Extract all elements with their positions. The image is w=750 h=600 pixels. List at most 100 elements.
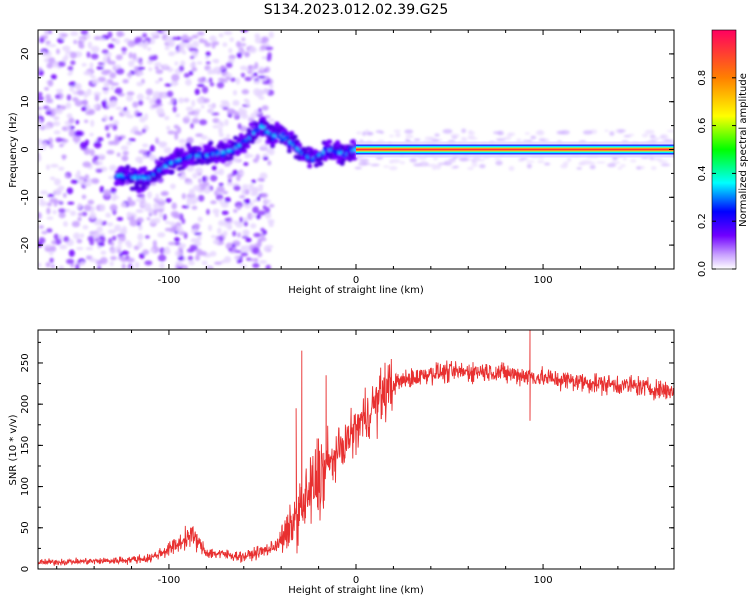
noise-blob (191, 117, 200, 124)
noise-blob (224, 256, 232, 264)
noise-blob (227, 178, 232, 183)
noise-blob (434, 133, 440, 137)
noise-blob (254, 62, 259, 70)
noise-blob (113, 65, 120, 70)
noise-blob (209, 35, 217, 42)
noise-blob (174, 61, 179, 66)
noise-blob (122, 79, 129, 84)
noise-blob (224, 196, 231, 203)
noise-blob (432, 166, 437, 170)
noise-blob (83, 181, 92, 187)
noise-blob (212, 208, 220, 215)
x-tick-label: 0 (353, 575, 359, 586)
noise-blob (596, 161, 606, 164)
noise-blob (185, 115, 190, 119)
noise-blob (177, 173, 182, 177)
noise-blob (169, 221, 176, 227)
noise-blob (232, 230, 237, 237)
noise-blob (99, 257, 108, 265)
noise-blob (493, 157, 502, 160)
noise-blob (183, 72, 190, 78)
noise-blob (59, 244, 68, 250)
noise-blob (535, 130, 545, 136)
noise-blob (64, 174, 70, 179)
noise-blob (582, 130, 593, 135)
noise-blob (228, 58, 235, 64)
noise-blob (54, 107, 63, 115)
noise-blob (146, 217, 151, 221)
noise-blob (265, 264, 271, 269)
noise-blob (263, 245, 271, 252)
noise-blob (181, 34, 189, 42)
noise-blob (142, 249, 150, 256)
noise-blob (658, 160, 668, 164)
noise-blob (132, 126, 139, 132)
ridge-halo (129, 178, 135, 184)
noise-blob (187, 111, 195, 116)
noise-blob (212, 67, 217, 74)
noise-blob (38, 92, 43, 97)
noise-blob (261, 56, 267, 60)
noise-blob (38, 212, 42, 220)
noise-blob (163, 248, 171, 255)
noise-blob (111, 100, 118, 107)
noise-blob (178, 261, 183, 267)
noise-blob (151, 104, 160, 108)
noise-blob (108, 175, 114, 180)
noise-blob (390, 159, 401, 164)
noise-blob (234, 249, 242, 253)
noise-blob (90, 53, 99, 60)
noise-blob (473, 157, 481, 161)
noise-blob (468, 131, 476, 135)
y-tick-label: -10 (20, 189, 31, 205)
noise-blob (413, 138, 421, 142)
noise-blob (135, 198, 144, 202)
noise-blob (442, 128, 453, 134)
noise-blob (107, 60, 116, 65)
noise-blob (166, 90, 174, 98)
noise-blob (164, 227, 173, 232)
ridge-halo (289, 130, 295, 136)
noise-blob (66, 94, 72, 101)
noise-blob (126, 91, 135, 96)
y-tick-label: 20 (20, 48, 31, 61)
noise-blob (258, 186, 264, 192)
noise-blob (197, 194, 205, 202)
noise-blob (142, 43, 148, 50)
noise-blob (622, 157, 627, 161)
noise-blob (149, 144, 155, 152)
noise-blob (435, 164, 441, 170)
ridge-halo (270, 141, 276, 147)
noise-blob (208, 77, 213, 83)
noise-blob (114, 89, 122, 94)
figure-title: S134.2023.012.02.39.G25 (264, 2, 449, 18)
noise-blob (48, 44, 57, 48)
noise-blob (103, 114, 109, 121)
noise-blob (87, 235, 94, 242)
noise-blob (239, 216, 244, 223)
ridge-band (114, 116, 359, 194)
noise-blob (174, 132, 179, 141)
noise-blob (45, 98, 53, 104)
noise-blob (409, 157, 418, 163)
noise-blob (155, 98, 162, 105)
noise-blob (75, 263, 80, 269)
noise-blob (121, 51, 127, 55)
noise-blob (99, 204, 106, 212)
noise-blob (137, 233, 144, 241)
noise-blob (250, 214, 258, 218)
noise-blob (447, 160, 453, 163)
ridge-halo (142, 166, 148, 171)
noise-blob (139, 253, 145, 259)
noise-blob (50, 264, 56, 269)
noise-blob (264, 66, 271, 73)
noise-blob (115, 68, 125, 75)
noise-blob (53, 115, 60, 121)
noise-blob (560, 130, 570, 135)
ridge-halo (125, 167, 131, 173)
noise-blob (451, 159, 456, 163)
noise-blob (147, 191, 152, 199)
noise-blob (91, 177, 100, 184)
noise-blob (187, 255, 194, 261)
noise-blob (191, 99, 196, 107)
